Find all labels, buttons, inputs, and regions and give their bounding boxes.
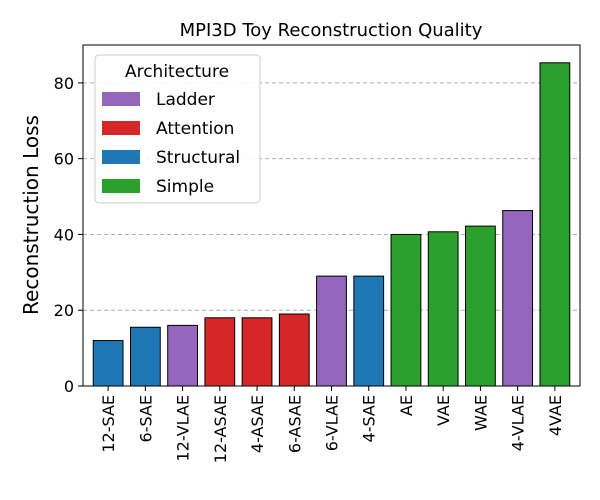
chart-title: MPI3D Toy Reconstruction Quality — [180, 20, 483, 41]
legend-label-simple: Simple — [156, 177, 214, 197]
y-axis-label: Reconstruction Loss — [19, 115, 43, 315]
bar-ae — [390, 233, 422, 387]
legend-swatch-structural — [102, 150, 140, 164]
bar-6-sae — [129, 326, 161, 387]
x-tick-label: VAE — [434, 395, 453, 426]
bar-vae — [427, 231, 459, 387]
x-tick-label: 6-ASAE — [285, 395, 304, 453]
x-tick-label: 4-VLAE — [509, 395, 528, 451]
y-tick-label: 20 — [54, 301, 74, 320]
bar-4vae — [539, 62, 571, 387]
bar-12-vlae — [167, 324, 198, 387]
x-tick-label: 4-ASAE — [248, 395, 267, 453]
bars — [92, 62, 571, 387]
x-tick-label: 12-ASAE — [211, 395, 230, 463]
legend-title: Architecture — [125, 62, 229, 82]
y-tick-label: 40 — [54, 225, 74, 244]
bar-6-vlae — [316, 275, 347, 387]
legend-swatch-attention — [102, 121, 140, 135]
bar-4-sae — [353, 275, 385, 387]
x-axis-ticks: 12-SAE 6-SAE 12-VLAE 12-ASAE 4-ASAE 6-ASAE 6-V… — [99, 386, 565, 463]
x-tick-label: 12-SAE — [99, 395, 118, 453]
legend-swatch-simple — [102, 179, 140, 193]
y-tick-label: 0 — [64, 377, 74, 396]
x-tick-label: 4VAE — [546, 395, 565, 436]
x-tick-label: 12-VLAE — [174, 395, 193, 461]
x-tick-label: 6-SAE — [136, 395, 155, 442]
legend-swatch-ladder — [102, 92, 140, 106]
y-tick-label: 80 — [54, 74, 74, 93]
x-tick-label: AE — [397, 395, 416, 416]
x-tick-label: WAE — [471, 395, 490, 431]
bar-4-vlae — [502, 210, 534, 387]
bar-6-asae — [278, 313, 310, 387]
bar-wae — [465, 225, 496, 387]
x-tick-label: 4-SAE — [360, 395, 379, 442]
bar-12-asae — [204, 317, 236, 387]
legend: Architecture Ladder Attention Structural Si… — [94, 54, 261, 204]
bar-4-asae — [241, 317, 273, 387]
bar-12-sae — [92, 340, 124, 387]
legend-label-attention: Attention — [156, 119, 234, 139]
y-tick-label: 60 — [54, 150, 74, 169]
x-tick-label: 6-VLAE — [323, 395, 342, 451]
y-axis-ticks: 0 20 40 60 80 — [54, 74, 83, 396]
legend-label-structural: Structural — [156, 148, 240, 168]
legend-label-ladder: Ladder — [156, 90, 215, 110]
